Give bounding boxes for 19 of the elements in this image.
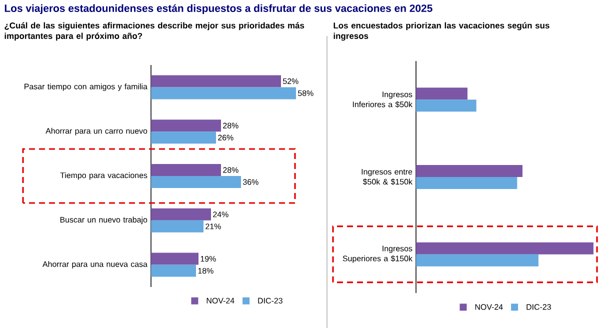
- bar: [416, 165, 522, 177]
- chart-subtitle: ¿Cuál de las siguientes afirmaciones describe mejor sus prioridades más importantes para el próximo año?: [4, 22, 304, 41]
- bar: [416, 100, 476, 112]
- bar: [151, 208, 211, 220]
- bar: [151, 120, 221, 132]
- bar: [151, 75, 281, 88]
- bar: [151, 87, 296, 100]
- bar: [151, 252, 198, 265]
- bar: [416, 242, 594, 254]
- bar: [151, 176, 241, 188]
- bar: [151, 164, 221, 176]
- bar: [416, 177, 518, 189]
- bar: [416, 88, 468, 100]
- chart-title: Los viajeros estadounidenses están dispuestos a disfrutar de sus vacaciones en 2025: [4, 4, 432, 14]
- chart-subtitle: Los encuestados priorizan las vacaciones según sus ingresos: [334, 22, 550, 41]
- bar: [416, 254, 538, 266]
- bar: [151, 264, 196, 277]
- bar: [151, 220, 204, 232]
- bar: [151, 132, 216, 144]
